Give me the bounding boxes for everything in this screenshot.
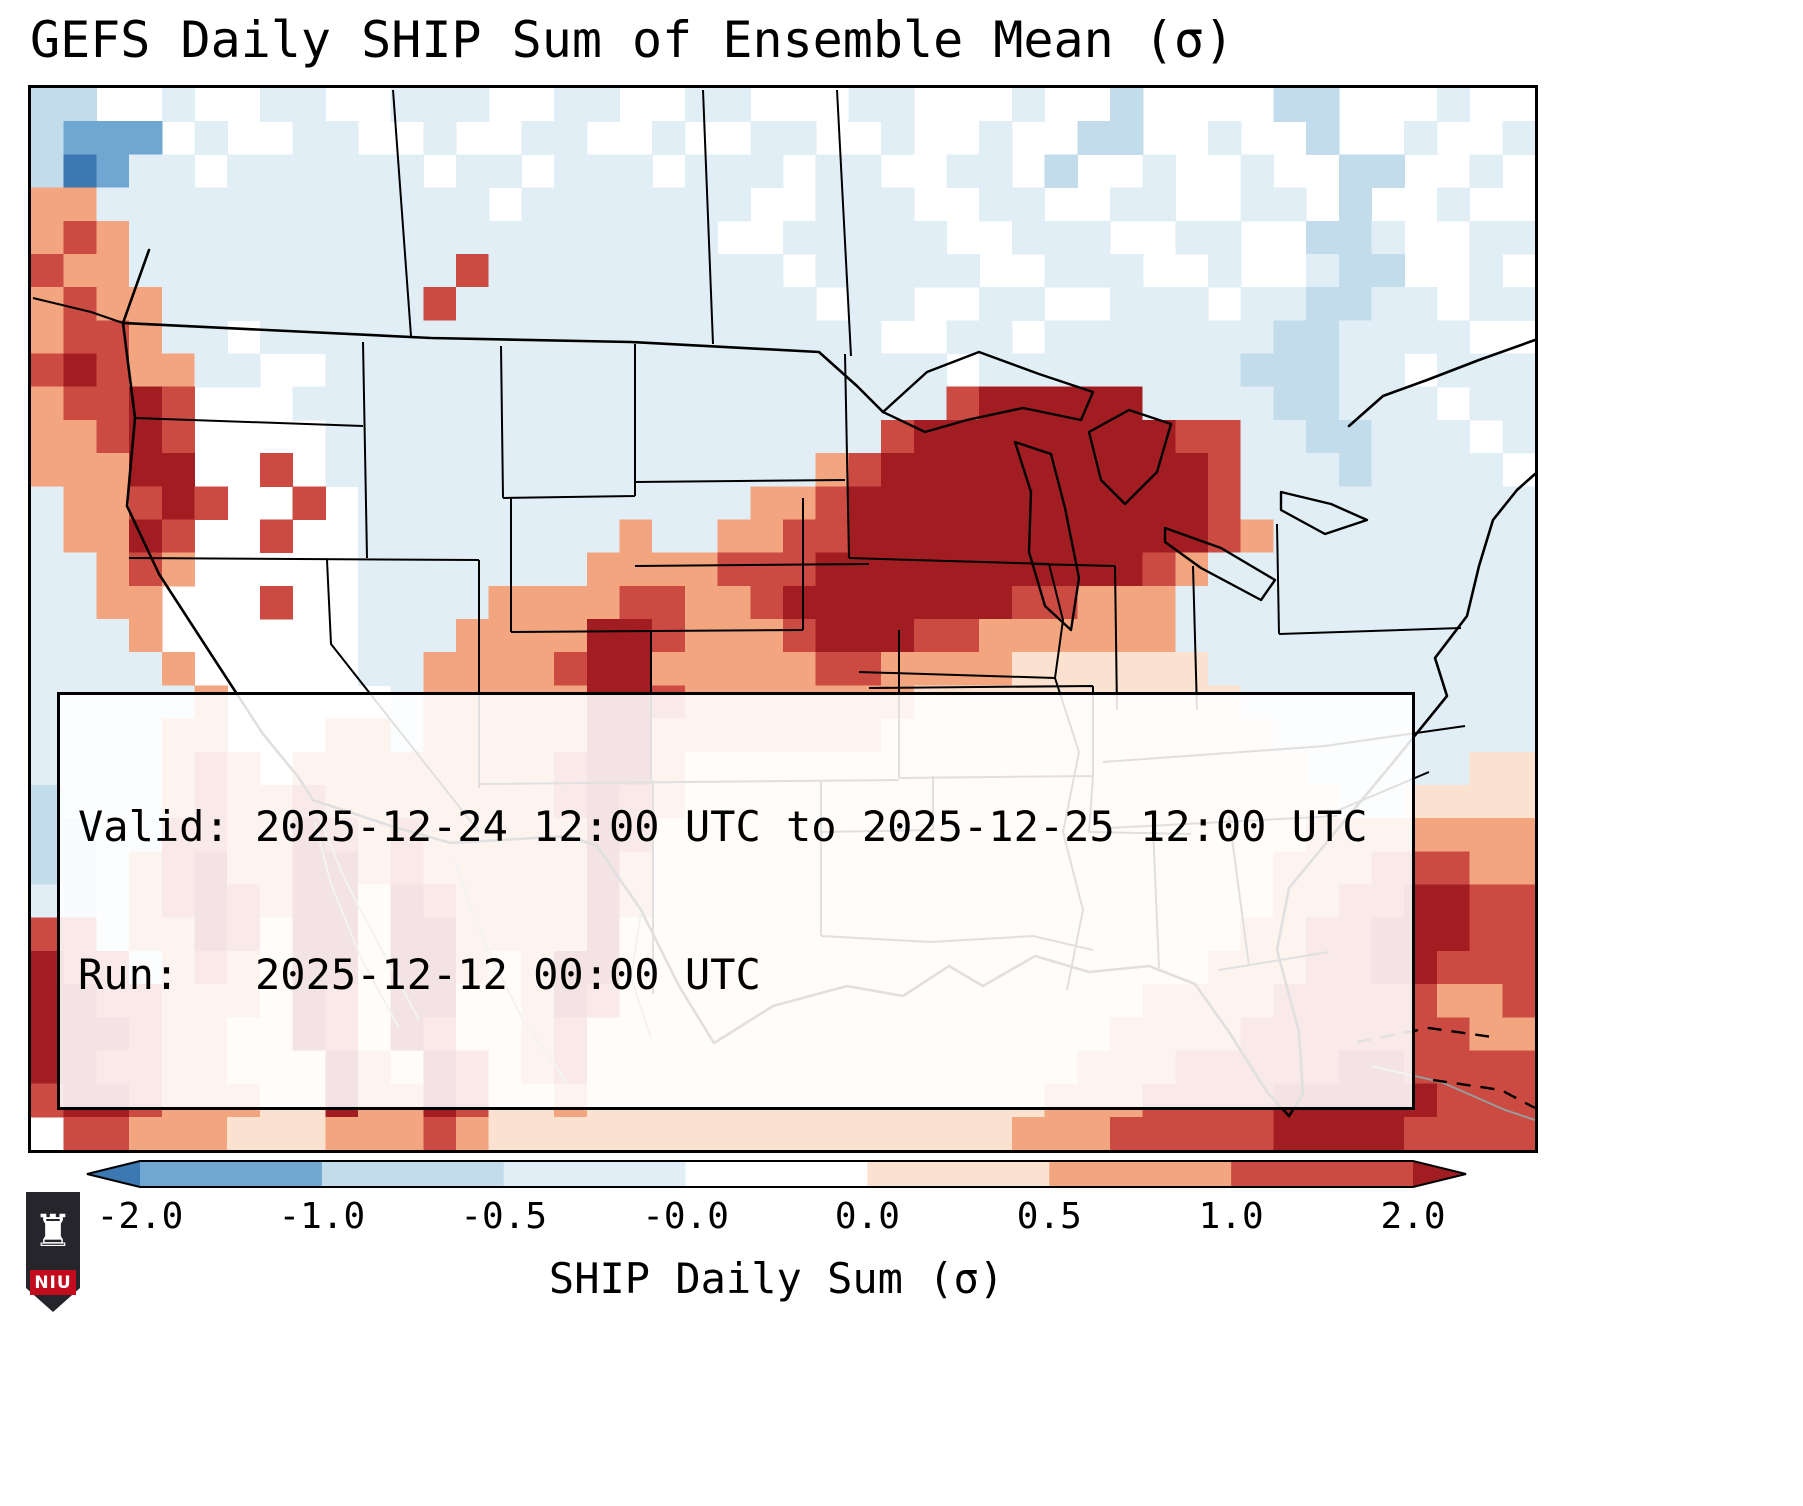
colorbar-tick-label: -1.0 bbox=[278, 1196, 366, 1237]
canada-province-borders bbox=[32, 89, 852, 357]
colorbar-tick-label: 0.5 bbox=[1016, 1196, 1082, 1237]
colorbar bbox=[86, 1160, 1467, 1188]
colorbar-under-arrow bbox=[87, 1161, 140, 1187]
colorbar-segment bbox=[1231, 1161, 1414, 1187]
colorbar-ticks: -2.0 -1.0 -0.5 -0.0 0.0 0.5 1.0 2.0 bbox=[97, 1196, 1446, 1242]
colorbar-tick-label: 1.0 bbox=[1198, 1196, 1264, 1237]
map-panel: Valid: 2025-12-24 12:00 UTC to 2025-12-2… bbox=[28, 85, 1538, 1153]
colorbar-tick-label: -0.0 bbox=[642, 1196, 729, 1237]
colorbar-tick-label: 2.0 bbox=[1380, 1196, 1446, 1237]
colorbar-tick-label: 0.0 bbox=[834, 1196, 900, 1237]
colorbar-outline bbox=[86, 1160, 1467, 1188]
colorbar-over-arrow bbox=[1413, 1161, 1466, 1187]
annotation-valid-line: Valid: 2025-12-24 12:00 UTC to 2025-12-2… bbox=[78, 801, 1368, 851]
colorbar-segment bbox=[867, 1161, 1050, 1187]
niu-banner: NIU bbox=[30, 1270, 76, 1295]
castle-icon: ♜ bbox=[33, 1205, 73, 1257]
colorbar-segment bbox=[1049, 1161, 1232, 1187]
annotation-box: Valid: 2025-12-24 12:00 UTC to 2025-12-2… bbox=[57, 691, 1415, 1110]
colorbar-segment bbox=[140, 1161, 323, 1187]
page-title: GEFS Daily SHIP Sum of Ensemble Mean (σ) bbox=[30, 11, 1235, 69]
colorbar-segment bbox=[321, 1161, 505, 1187]
colorbar-tick-label: -2.0 bbox=[96, 1196, 184, 1237]
colorbar-tick-label: -0.5 bbox=[460, 1196, 548, 1237]
colorbar-segment bbox=[685, 1161, 868, 1187]
colorbar-segments bbox=[87, 1161, 1466, 1187]
colorbar-segment bbox=[503, 1161, 687, 1187]
colorbar-label: SHIP Daily Sum (σ) bbox=[548, 1254, 1005, 1303]
niu-logo: ♜ NIU bbox=[26, 1192, 80, 1312]
great-lakes-outline bbox=[881, 350, 1369, 632]
annotation-run-line: Run: 2025-12-12 00:00 UTC bbox=[78, 950, 761, 1000]
